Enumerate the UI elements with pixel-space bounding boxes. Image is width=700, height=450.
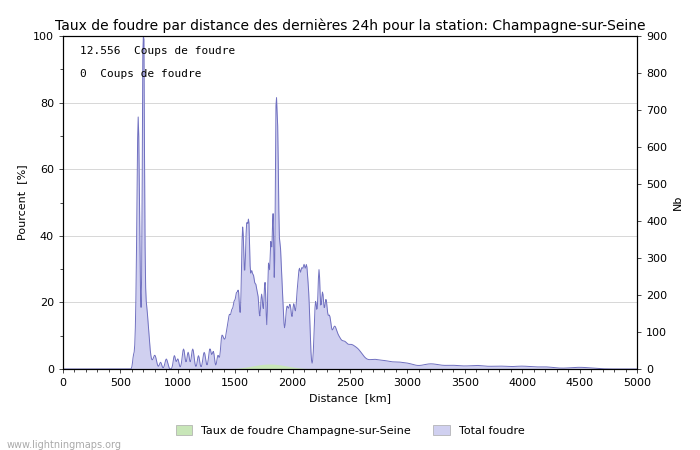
Text: 12.556  Coups de foudre: 12.556 Coups de foudre <box>80 46 235 56</box>
Text: 0  Coups de foudre: 0 Coups de foudre <box>80 69 202 79</box>
Title: Taux de foudre par distance des dernières 24h pour la station: Champagne-sur-Sei: Taux de foudre par distance des dernière… <box>55 19 645 33</box>
Text: www.lightningmaps.org: www.lightningmaps.org <box>7 440 122 450</box>
X-axis label: Distance  [km]: Distance [km] <box>309 394 391 404</box>
Legend: Taux de foudre Champagne-sur-Seine, Total foudre: Taux de foudre Champagne-sur-Seine, Tota… <box>171 420 529 440</box>
Y-axis label: Nb: Nb <box>673 195 682 210</box>
Y-axis label: Pourcent  [%]: Pourcent [%] <box>18 165 27 240</box>
